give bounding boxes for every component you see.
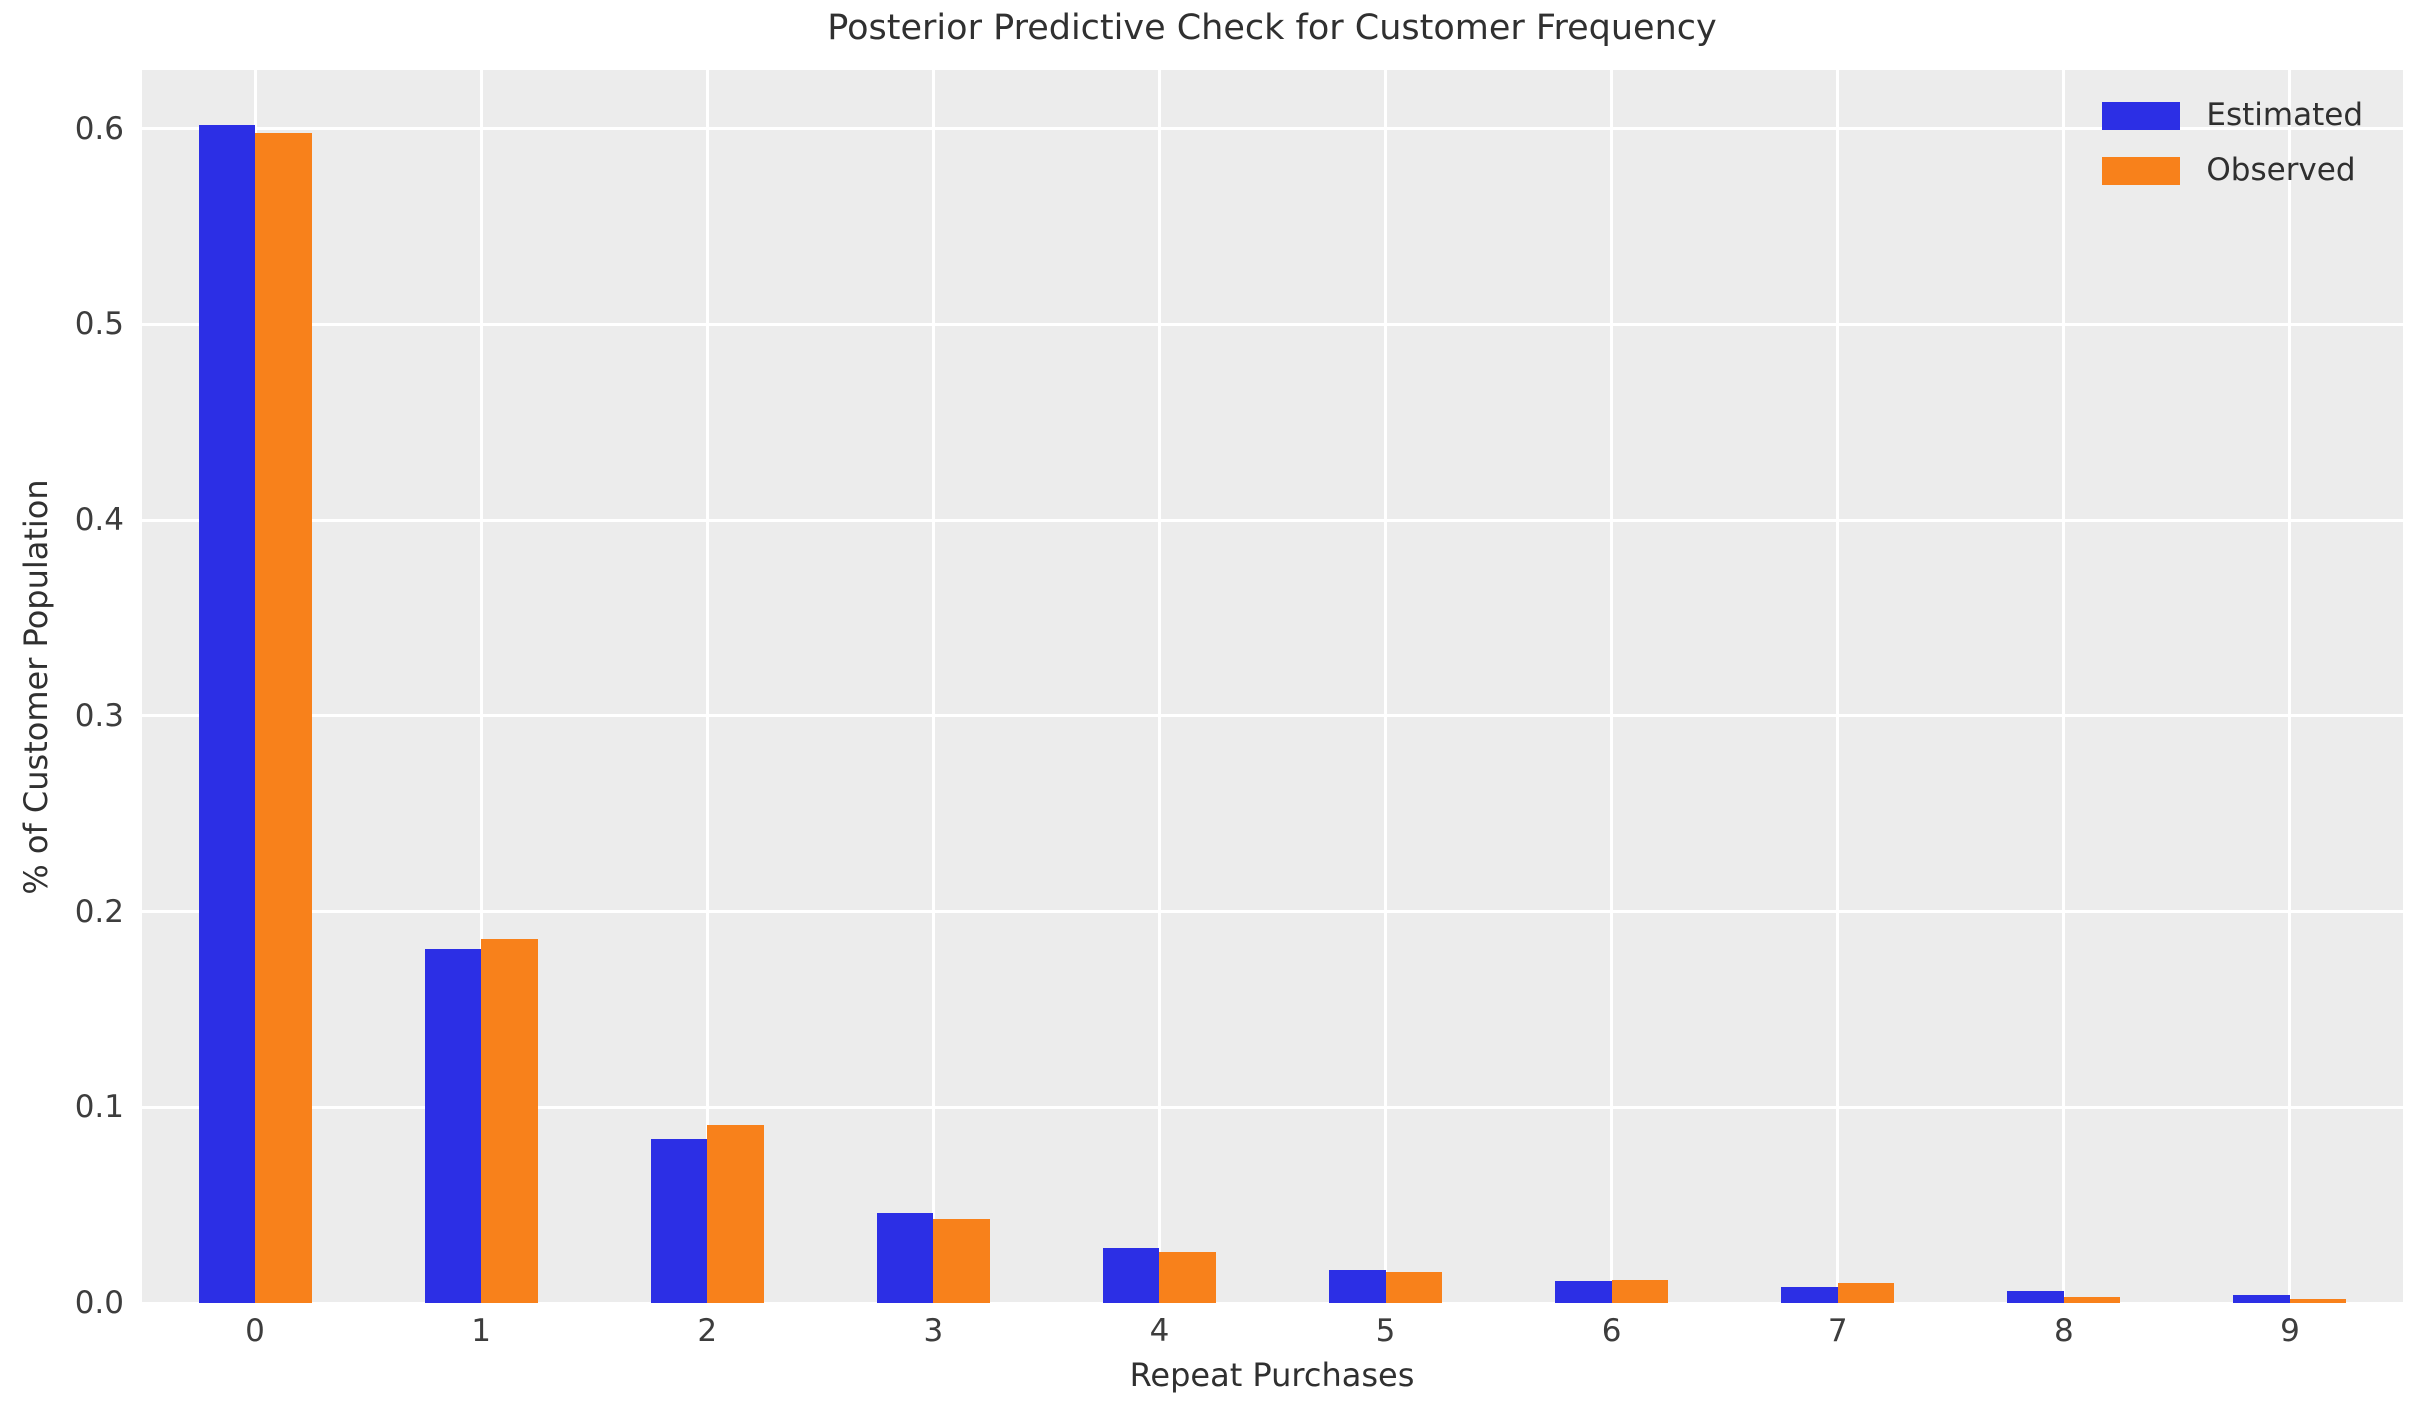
gridline-vertical (931, 70, 935, 1303)
gridline-vertical (1384, 70, 1388, 1303)
gridline-horizontal (142, 127, 2403, 131)
bar-estimated-5 (1329, 1269, 1386, 1303)
x-tick-label: 4 (1149, 1313, 1170, 1349)
gridline-horizontal (142, 1105, 2403, 1109)
x-tick-label: 9 (2280, 1313, 2300, 1349)
gridline-horizontal (142, 714, 2403, 718)
bar-estimated-0 (198, 124, 256, 1303)
legend-item-observed: Observed (2102, 155, 2363, 186)
x-tick-label: 3 (923, 1313, 944, 1349)
chart-title: Posterior Predictive Check for Customer … (827, 8, 1717, 48)
gridline-vertical (479, 70, 483, 1303)
bar-observed-9 (2289, 1299, 2347, 1303)
bar-observed-0 (255, 132, 312, 1303)
gridline-horizontal (142, 518, 2403, 522)
bar-observed-5 (1385, 1271, 1443, 1303)
legend: Estimated Observed (2102, 100, 2363, 186)
y-tick-label: 0.2 (74, 893, 124, 930)
x-tick-label: 2 (697, 1313, 718, 1349)
x-tick-label: 8 (2053, 1313, 2074, 1349)
bar-estimated-2 (650, 1138, 708, 1303)
legend-label-estimated: Estimated (2206, 97, 2363, 133)
gridline-vertical (1157, 70, 1161, 1303)
x-tick-label: 6 (1601, 1313, 1622, 1349)
y-tick-label: 0.6 (74, 110, 124, 147)
y-tick-label: 0.0 (74, 1285, 124, 1321)
gridline-horizontal (142, 322, 2403, 326)
bar-estimated-1 (424, 948, 482, 1303)
bar-estimated-6 (1555, 1281, 1612, 1303)
gridline-horizontal (142, 910, 2403, 914)
bar-estimated-4 (1102, 1248, 1160, 1303)
gridline-vertical (2288, 70, 2292, 1303)
bar-estimated-8 (2007, 1291, 2064, 1303)
y-axis-label: % of Customer Population (17, 479, 55, 895)
x-tick-label: 5 (1375, 1313, 1396, 1349)
x-tick-label: 0 (245, 1313, 265, 1349)
legend-item-estimated: Estimated (2102, 100, 2363, 131)
estimated-swatch-icon (2102, 101, 2181, 130)
gridline-vertical (705, 70, 709, 1303)
bar-observed-6 (1611, 1279, 1669, 1303)
bar-observed-3 (933, 1218, 990, 1303)
plot-area: 0.0 0.1 0.2 0.3 0.4 0.5 0.6 0 1 2 3 4 5 6 7 8 9 Estimated… (75, 70, 2403, 1349)
x-tick-label: 1 (471, 1313, 492, 1349)
gridline-horizontal (142, 1301, 2403, 1305)
bar-estimated-7 (1781, 1287, 1838, 1303)
x-tick-label: 7 (1827, 1313, 1848, 1349)
y-tick-label: 0.1 (74, 1089, 124, 1126)
bar-observed-2 (707, 1124, 764, 1303)
bar-observed-1 (481, 938, 538, 1303)
legend-label-observed: Observed (2206, 152, 2356, 188)
gridline-vertical (1836, 70, 1840, 1303)
gridline-vertical (1610, 70, 1614, 1303)
y-tick-label: 0.4 (74, 502, 124, 539)
y-tick-label: 0.3 (74, 697, 124, 734)
y-tick-label: 0.5 (74, 306, 124, 343)
bar-observed-7 (1837, 1283, 1895, 1303)
bar-observed-8 (2063, 1297, 2121, 1303)
bar-estimated-9 (2233, 1295, 2290, 1303)
bar-observed-4 (1159, 1252, 1216, 1303)
x-axis-label: Repeat Purchases (1129, 1356, 1415, 1394)
observed-swatch-icon (2102, 156, 2181, 185)
gridline-vertical (2062, 70, 2066, 1303)
bar-estimated-3 (876, 1212, 934, 1303)
